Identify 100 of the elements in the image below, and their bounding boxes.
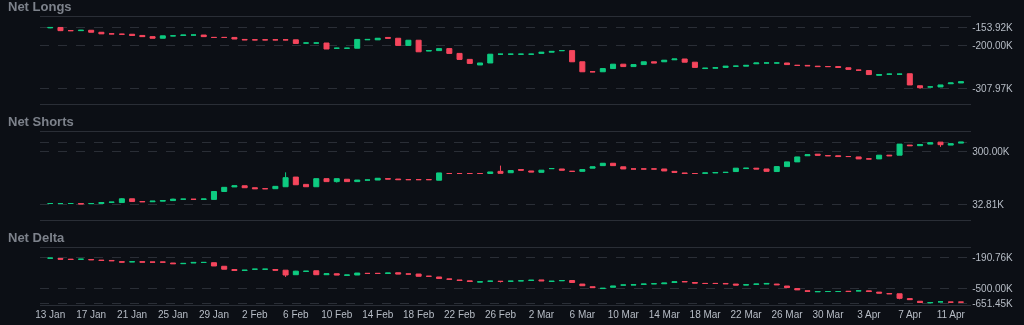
candlestick (354, 272, 361, 276)
candlestick (313, 178, 320, 188)
candlestick (917, 85, 924, 90)
x-tick-label: 26 Feb (484, 309, 517, 320)
candlestick (691, 61, 698, 68)
candlestick (773, 283, 780, 286)
candlestick (282, 171, 289, 188)
x-tick-label: 10 Feb (321, 309, 353, 320)
candlestick (323, 178, 330, 183)
candlestick (579, 169, 586, 172)
candlestick (876, 154, 883, 160)
x-tick-label: 29 Jan (198, 309, 229, 320)
candlestick (149, 36, 156, 39)
candlestick (282, 269, 289, 278)
y-tick-label: -651.45K (972, 297, 1014, 309)
candlestick (804, 154, 811, 157)
candlestick (743, 64, 750, 67)
candlestick (845, 67, 852, 70)
candlestick (231, 185, 238, 188)
candlestick (773, 166, 780, 173)
candlestick (118, 197, 125, 204)
candlestick (610, 285, 617, 288)
candlestick (221, 186, 228, 192)
candlestick (477, 62, 484, 66)
candlestick (466, 58, 473, 64)
x-tick-label: 6 Mar (569, 309, 596, 320)
candlestick (569, 50, 576, 63)
candlestick (538, 279, 545, 282)
candlestick (57, 257, 64, 260)
candlestick (272, 185, 279, 190)
candlestick (487, 53, 494, 64)
candlestick (333, 273, 340, 276)
candlestick (323, 273, 330, 276)
candlestick (57, 26, 64, 32)
y-tick-label: -200.00K (972, 40, 1014, 52)
candlestick (835, 155, 842, 158)
candlestick (129, 198, 136, 203)
candlestick (415, 273, 422, 277)
x-tick-label: 14 Feb (362, 309, 394, 320)
candlestick (415, 39, 422, 53)
candlestick (487, 171, 494, 175)
candlestick (763, 168, 770, 172)
candlestick (313, 270, 320, 276)
x-tick-label: 30 Mar (812, 309, 845, 320)
candlestick (896, 143, 903, 156)
y-tick-label: -500.00K (972, 282, 1014, 294)
candlestick (691, 281, 698, 284)
candlestick (876, 291, 883, 294)
candlestick (354, 179, 361, 183)
candlestick (558, 168, 565, 171)
candlestick (548, 50, 555, 53)
candlestick (456, 52, 463, 60)
candlestick (671, 58, 678, 61)
candlestick (784, 62, 791, 66)
candlestick (384, 36, 391, 39)
candlestick (661, 168, 668, 172)
candlestick (251, 187, 258, 190)
chart-title: Net Delta (8, 230, 66, 245)
candlestick (957, 141, 964, 144)
candlestick (497, 165, 504, 174)
candlestick (579, 283, 586, 287)
x-tick-label: 25 Jan (158, 309, 189, 320)
candlestick (865, 70, 872, 76)
candlestick (855, 156, 862, 160)
candlestick (108, 201, 115, 204)
candlestick (947, 143, 954, 146)
candlestick (794, 156, 801, 163)
candlestick (569, 280, 576, 283)
candlestick (395, 37, 402, 46)
candlestick (671, 170, 678, 173)
y-tick-label: -153.92K (972, 21, 1014, 33)
candlestick (374, 177, 381, 181)
candlestick (538, 51, 545, 54)
x-tick-label: 6 Feb (283, 309, 310, 320)
candlestick (753, 167, 760, 170)
candlestick (681, 172, 688, 175)
candlestick (589, 286, 596, 289)
x-tick-label: 13 Jan (35, 309, 66, 320)
candlestick (763, 282, 770, 285)
x-tick-label: 2 Mar (528, 309, 555, 320)
candlestick (538, 169, 545, 173)
candlestick (579, 61, 586, 73)
x-tick-label: 10 Mar (607, 309, 640, 320)
candlestick (436, 48, 443, 52)
candlestick (906, 73, 913, 86)
candlestick (323, 42, 330, 50)
x-tick-label: 26 Mar (771, 309, 804, 320)
x-tick-label: 3 Apr (857, 309, 882, 320)
candlestick (906, 298, 913, 301)
candlestick (814, 153, 821, 156)
x-tick-label: 18 Feb (403, 309, 435, 320)
candlestick (190, 261, 197, 264)
candlestick (937, 141, 944, 148)
candlestick (957, 81, 964, 84)
candlestick (98, 31, 105, 35)
candlestick (47, 26, 54, 29)
x-tick-label: 18 Mar (689, 309, 722, 320)
candlestick (906, 144, 913, 147)
candlestick (170, 262, 177, 265)
candlestick (927, 142, 934, 145)
